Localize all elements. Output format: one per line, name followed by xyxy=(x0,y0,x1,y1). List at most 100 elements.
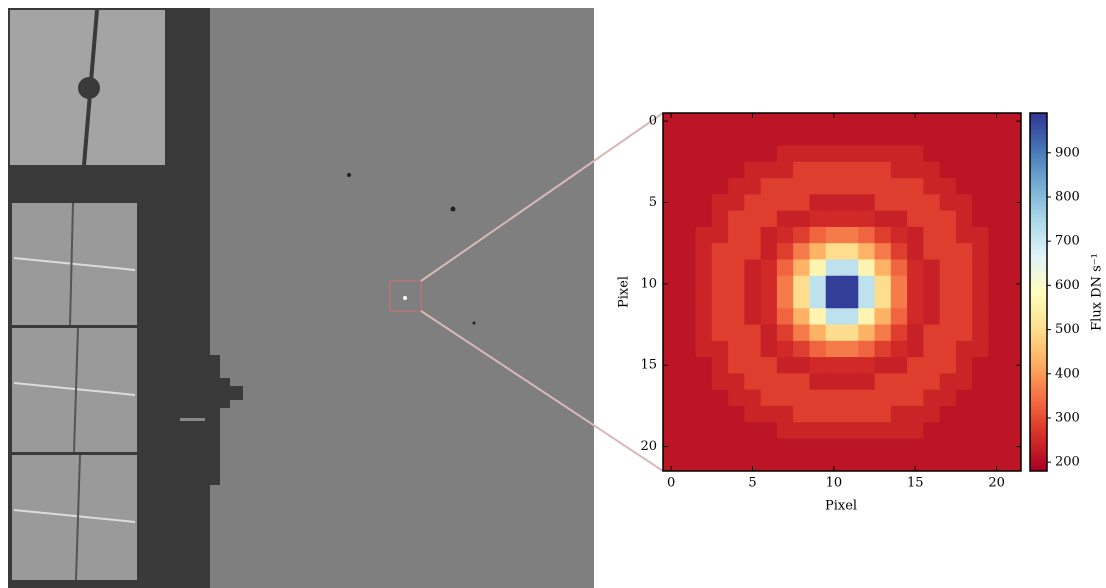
heatmap-cell xyxy=(711,454,729,472)
heatmap-cell xyxy=(809,194,827,212)
heatmap-cell xyxy=(744,308,762,326)
heatmap-cell xyxy=(907,422,924,439)
heatmap-cell xyxy=(711,340,729,358)
heatmap-cell xyxy=(825,161,843,179)
heatmap-cell xyxy=(972,113,989,130)
heatmap-cell xyxy=(858,373,876,391)
heatmap-cell xyxy=(809,292,827,309)
heatmap-cell xyxy=(728,389,745,407)
heatmap-cell xyxy=(793,422,810,439)
heatmap-cell xyxy=(825,129,843,147)
heatmap-cell xyxy=(890,292,908,309)
colorbar-tick-label: 700 xyxy=(1055,234,1080,249)
heatmap-cell xyxy=(776,292,794,309)
heatmap-cell xyxy=(776,210,794,228)
heatmap-cell xyxy=(972,340,989,358)
heatmap-cell xyxy=(1004,405,1022,423)
heatmap-cell xyxy=(663,324,680,342)
heatmap-cell xyxy=(793,454,810,472)
heatmap-cell xyxy=(955,454,973,472)
heatmap-cell xyxy=(695,405,713,423)
heatmap-cell xyxy=(728,129,745,147)
heatmap-cell xyxy=(858,226,876,244)
image-field xyxy=(210,8,594,588)
heatmap-cell xyxy=(711,405,729,423)
heatmap-cell xyxy=(695,145,713,163)
heatmap-cell xyxy=(890,226,908,244)
panel xyxy=(12,455,137,580)
heatmap-cell xyxy=(679,161,697,179)
heatmap-cell xyxy=(793,113,810,130)
heatmap-cell xyxy=(972,389,989,407)
heatmap-cell xyxy=(776,259,794,277)
heatmap-cell xyxy=(972,210,989,228)
heatmap-cell xyxy=(890,113,908,130)
heatmap-cell xyxy=(907,161,924,179)
heatmap-cell xyxy=(988,194,1006,212)
heatmap-cell xyxy=(793,145,810,163)
heatmap-cell xyxy=(955,389,973,407)
heatmap-cell xyxy=(679,243,697,260)
heatmap-cell xyxy=(939,308,957,326)
colorbar-tick-label: 300 xyxy=(1055,410,1080,425)
heatmap-cell xyxy=(858,194,876,212)
heatmap-cell xyxy=(760,340,778,358)
heatmap-cell xyxy=(923,357,941,374)
heatmap-cell xyxy=(972,438,989,456)
heatmap-cell xyxy=(842,243,859,260)
heatmap-cell xyxy=(809,129,827,147)
heatmap-cell xyxy=(874,438,892,456)
heatmap-cell xyxy=(1004,389,1022,407)
heatmap-cell xyxy=(923,129,941,147)
heatmap-cell xyxy=(679,308,697,326)
heatmap-cell xyxy=(809,373,827,391)
heatmap-cell xyxy=(955,178,973,195)
heatmap-cell xyxy=(825,259,843,277)
heatmap-cell xyxy=(776,194,794,212)
heatmap-cell xyxy=(858,210,876,228)
heatmap-cell xyxy=(663,194,680,212)
heatmap-cell xyxy=(972,454,989,472)
y-axis-label: Pixel xyxy=(617,276,632,308)
heatmap-cell xyxy=(923,275,941,293)
heatmap-cell xyxy=(663,129,680,147)
heatmap-cell xyxy=(907,226,924,244)
heatmap-cell xyxy=(874,340,892,358)
heatmap-cell xyxy=(809,145,827,163)
heatmap-cell xyxy=(1004,275,1022,293)
heatmap-cell xyxy=(858,145,876,163)
heatmap-cell xyxy=(858,275,876,293)
heatmap-cell xyxy=(1004,226,1022,244)
heatmap-cell xyxy=(760,292,778,309)
heatmap-cell xyxy=(695,308,713,326)
heatmap-cell xyxy=(711,226,729,244)
heatmap-cell xyxy=(663,308,680,326)
heatmap-cell xyxy=(907,210,924,228)
colorbar-tick-label: 800 xyxy=(1055,189,1080,204)
heatmap-cell xyxy=(711,113,729,130)
heatmap-cell xyxy=(711,292,729,309)
heatmap-cell xyxy=(955,129,973,147)
heatmap-cell xyxy=(776,357,794,374)
heatmap-cell xyxy=(858,438,876,456)
colorbar-tick-label: 500 xyxy=(1055,322,1080,337)
heatmap-cell xyxy=(939,454,957,472)
heatmap-cell xyxy=(939,210,957,228)
heatmap-cell xyxy=(890,275,908,293)
heatmap-cell xyxy=(679,373,697,391)
heatmap-cell xyxy=(923,259,941,277)
x-tick-label: 20 xyxy=(988,476,1005,491)
heatmap-cell xyxy=(858,389,876,407)
heatmap-cell xyxy=(793,308,810,326)
panel-streaks xyxy=(13,257,136,523)
heatmap-cell xyxy=(1004,194,1022,212)
heatmap-cell xyxy=(809,308,827,326)
heatmap-cell xyxy=(760,438,778,456)
heatmap-cell xyxy=(939,129,957,147)
heatmap-cell xyxy=(890,178,908,195)
heatmap-cell xyxy=(776,389,794,407)
heatmap-cell xyxy=(858,324,876,342)
heatmap-cell xyxy=(744,422,762,439)
heatmap-cell xyxy=(663,145,680,163)
heatmap-cell xyxy=(744,145,762,163)
